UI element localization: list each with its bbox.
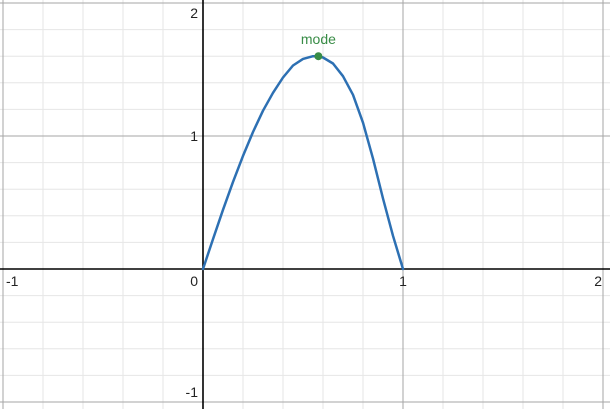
curve-line <box>201 54 405 271</box>
curves <box>201 54 405 271</box>
x-tick-label: -1 <box>6 273 19 289</box>
y-tick-label: 2 <box>190 5 198 21</box>
tick-labels: -1 0 1 2 -1 1 2 <box>6 5 602 400</box>
y-tick-label: -1 <box>186 384 199 400</box>
mode-point <box>314 52 323 61</box>
x-tick-label: 1 <box>399 273 407 289</box>
y-tick-label: 1 <box>190 128 198 144</box>
x-tick-label: 2 <box>594 273 602 289</box>
annotations: mode <box>301 31 336 61</box>
mode-label: mode <box>301 31 336 47</box>
x-tick-label: 0 <box>190 273 198 289</box>
